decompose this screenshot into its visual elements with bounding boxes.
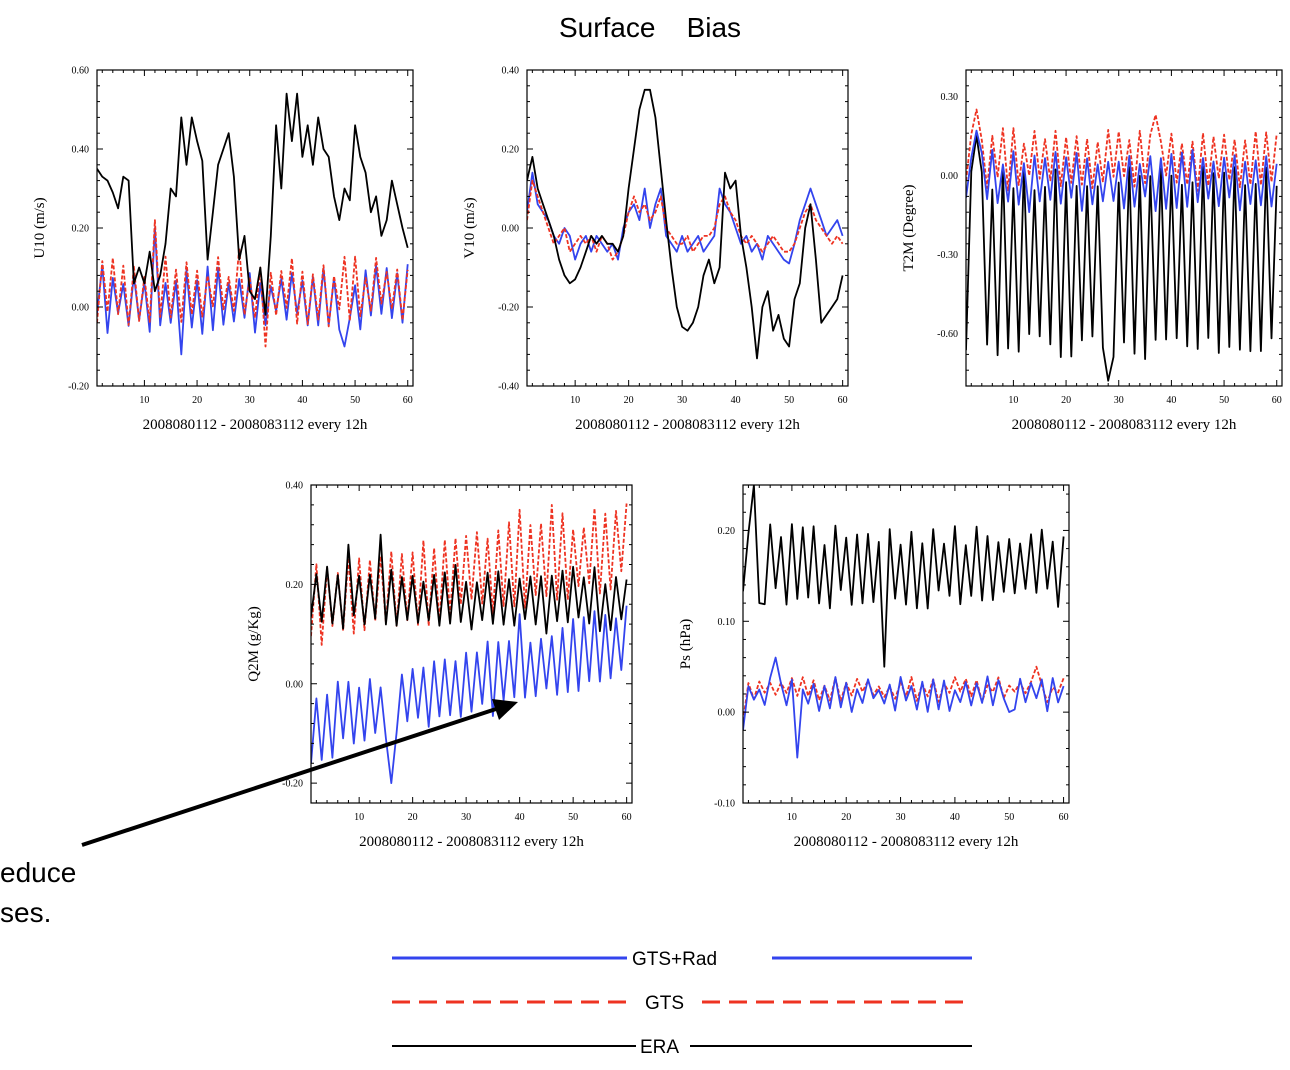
- ps-ylabel: Ps (hPa): [678, 619, 694, 669]
- u10-xtick-label: 10: [139, 395, 149, 406]
- v10-ylabel: V10 (m/s): [462, 197, 478, 258]
- t2m-ylabel: T2M (Degree): [901, 184, 917, 271]
- v10-xtick-label: 60: [838, 395, 848, 406]
- t2m-ytick-label: -0.30: [937, 250, 958, 261]
- q2m-ytick-label: 0.00: [286, 679, 304, 690]
- ps-xtick-label: 10: [787, 812, 797, 823]
- v10-xlabel: 2008080112 - 2008083112 every 12h: [575, 417, 800, 433]
- panel-q2m: 10 20 30 40 50 60 -0.20 0.00 0.20 0.40 2008080112 …: [246, 481, 633, 850]
- t2m-ytick-label: 0.30: [941, 92, 959, 103]
- v10-ytick-label: 0.40: [502, 66, 520, 77]
- annotation-arrow: [81, 699, 518, 847]
- q2m-ytick-label: 0.40: [286, 481, 304, 492]
- u10-xtick-label: 30: [245, 395, 255, 406]
- u10-ytick-label: 0.20: [72, 224, 90, 235]
- v10-xtick-label: 40: [731, 395, 741, 406]
- v10-series-era: [527, 88, 844, 360]
- ps-plot-frame: [742, 484, 1070, 804]
- u10-xlabel: 2008080112 - 2008083112 every 12h: [143, 417, 368, 433]
- v10-xtick-label: 20: [624, 395, 634, 406]
- q2m-xtick-label: 10: [354, 812, 364, 823]
- ps-xtick-label: 50: [1004, 812, 1014, 823]
- panel-v10: 10 20 30 40 50 60 -0.40 -0.20 0.00 0.20 0.40 200808…: [462, 66, 849, 433]
- legend-label-gts: GTS: [645, 993, 684, 1014]
- q2m-ylabel: Q2M (g/Kg): [246, 606, 262, 681]
- u10-xtick-label: 40: [297, 395, 307, 406]
- t2m-series-gts: [966, 108, 1278, 192]
- ps-xlabel: 2008080112 - 2008083112 every 12h: [794, 834, 1019, 850]
- t2m-xtick-label: 10: [1008, 395, 1018, 406]
- legend: GTS+Rad GTS ERA: [392, 949, 972, 1058]
- v10-xtick-label: 10: [570, 395, 580, 406]
- q2m-series-gts: [311, 503, 628, 646]
- ps-xtick-label: 40: [950, 812, 960, 823]
- u10-ytick-label: 0.00: [72, 303, 90, 314]
- v10-ytick-label: -0.20: [498, 303, 519, 314]
- t2m-xtick-label: 60: [1272, 395, 1282, 406]
- v10-series-gts: [527, 179, 844, 261]
- q2m-ytick-label: -0.20: [282, 779, 303, 790]
- ps-ytick-label: 0.00: [718, 708, 736, 719]
- u10-series-gts: [97, 219, 409, 348]
- t2m-ytick-label: -0.60: [937, 329, 958, 340]
- ps-xtick-label: 20: [841, 812, 851, 823]
- ps-xtick-label: 30: [896, 812, 906, 823]
- q2m-ytick-label: 0.20: [286, 580, 304, 591]
- u10-series-era: [97, 92, 409, 316]
- u10-ylabel: U10 (m/s): [32, 197, 48, 258]
- t2m-ytick-label: 0.00: [941, 171, 959, 182]
- ps-series-gtsrad: [743, 656, 1065, 759]
- u10-xtick-label: 50: [350, 395, 360, 406]
- legend-label-gtsrad: GTS+Rad: [632, 949, 717, 970]
- v10-xtick-label: 50: [784, 395, 794, 406]
- ps-ytick-label: 0.10: [718, 617, 736, 628]
- t2m-series-era: [966, 134, 1278, 382]
- panel-t2m: 10 20 30 40 50 60 -0.60 -0.30 0.00 0.30 2008080112…: [901, 69, 1283, 433]
- u10-ytick-label: -0.20: [68, 382, 89, 393]
- panel-u10: 10 20 30 40 50 60 -0.20 0.00 0.20 0.40 0.60 2008080…: [32, 66, 414, 433]
- ps-series-era: [743, 485, 1065, 668]
- q2m-series-era: [311, 533, 628, 635]
- q2m-xtick-label: 40: [515, 812, 525, 823]
- t2m-xtick-label: 20: [1061, 395, 1071, 406]
- ps-xtick-label: 60: [1059, 812, 1069, 823]
- ps-ytick-label: -0.10: [714, 799, 735, 810]
- v10-xtick-label: 30: [677, 395, 687, 406]
- annotation-line-2: ses.: [0, 897, 51, 928]
- u10-xtick-label: 60: [403, 395, 413, 406]
- u10-xtick-label: 20: [192, 395, 202, 406]
- v10-ytick-label: 0.20: [502, 145, 520, 156]
- q2m-xtick-label: 50: [568, 812, 578, 823]
- t2m-xtick-label: 50: [1219, 395, 1229, 406]
- q2m-xtick-label: 60: [622, 812, 632, 823]
- q2m-xlabel: 2008080112 - 2008083112 every 12h: [359, 834, 584, 850]
- figure-title: Surface Bias: [559, 12, 741, 43]
- v10-ytick-label: 0.00: [502, 224, 520, 235]
- q2m-series-gtsrad: [311, 605, 628, 784]
- u10-plot-frame: [96, 69, 414, 387]
- panel-ps: 10 20 30 40 50 60 -0.10 0.00 0.10 0.20 2008080112 …: [678, 484, 1070, 850]
- t2m-xtick-label: 40: [1166, 395, 1176, 406]
- u10-series-gtsrad: [97, 227, 409, 356]
- ps-series-gts: [743, 665, 1065, 722]
- legend-label-era: ERA: [640, 1037, 679, 1058]
- t2m-xlabel: 2008080112 - 2008083112 every 12h: [1012, 417, 1237, 433]
- v10-ytick-label: -0.40: [498, 382, 519, 393]
- q2m-xtick-label: 30: [461, 812, 471, 823]
- u10-ytick-label: 0.40: [72, 145, 90, 156]
- u10-ytick-label: 0.60: [72, 66, 90, 77]
- t2m-series-gtsrad: [966, 129, 1278, 213]
- q2m-xtick-label: 20: [408, 812, 418, 823]
- t2m-xtick-label: 30: [1114, 395, 1124, 406]
- annotation-line-1: educe: [0, 857, 76, 888]
- ps-ytick-label: 0.20: [718, 526, 736, 537]
- v10-series-gtsrad: [527, 171, 844, 265]
